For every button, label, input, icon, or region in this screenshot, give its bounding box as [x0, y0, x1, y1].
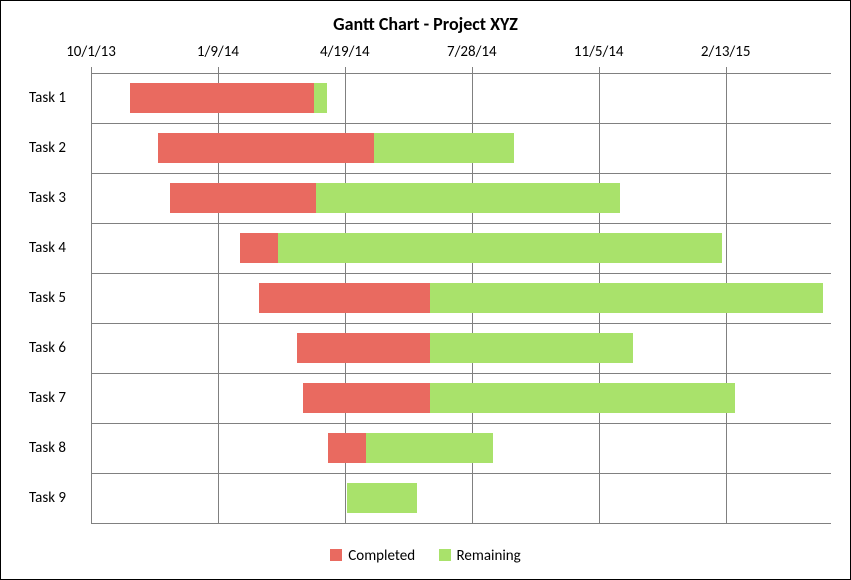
- bar-completed: [303, 383, 430, 413]
- legend-item-remaining: Remaining: [439, 547, 521, 565]
- bar-completed: [170, 183, 316, 213]
- x-axis-label: 2/13/15: [701, 43, 751, 61]
- legend: Completed Remaining: [1, 547, 850, 565]
- task-label: Task 8: [29, 439, 66, 457]
- row-line: [91, 473, 831, 474]
- bar-completed: [328, 433, 366, 463]
- legend-label-completed: Completed: [348, 547, 415, 565]
- task-label: Task 7: [29, 389, 66, 407]
- x-axis-label: 10/1/13: [66, 43, 116, 61]
- gridline: [91, 73, 92, 523]
- bar-remaining: [374, 133, 514, 163]
- bar-completed: [297, 333, 430, 363]
- bar-completed: [158, 133, 374, 163]
- row-line: [91, 323, 831, 324]
- row-line: [91, 173, 831, 174]
- bar-completed: [259, 283, 430, 313]
- bar-remaining: [278, 233, 722, 263]
- task-label: Task 4: [29, 239, 66, 257]
- legend-item-completed: Completed: [330, 547, 415, 565]
- bar-completed: [130, 83, 314, 113]
- bar-remaining: [430, 333, 633, 363]
- task-label: Task 5: [29, 289, 66, 307]
- bar-remaining: [430, 283, 823, 313]
- chart-title: Gantt Chart - Project XYZ: [1, 13, 850, 35]
- row-line: [91, 373, 831, 374]
- bar-remaining: [316, 183, 621, 213]
- task-label: Task 3: [29, 189, 66, 207]
- gantt-chart-container: Gantt Chart - Project XYZ 10/1/13 1/9/14 4…: [0, 0, 851, 580]
- task-label: Task 9: [29, 489, 66, 507]
- x-axis-label: 11/5/14: [574, 43, 624, 61]
- x-axis-label: 4/19/14: [320, 43, 370, 61]
- x-axis-label: 1/9/14: [197, 43, 239, 61]
- row-line: [91, 223, 831, 224]
- bar-completed: [240, 233, 278, 263]
- task-label: Task 1: [29, 89, 66, 107]
- row-line: [91, 73, 831, 74]
- legend-label-remaining: Remaining: [457, 547, 521, 565]
- bar-remaining: [366, 433, 493, 463]
- task-label: Task 2: [29, 139, 66, 157]
- row-line: [91, 273, 831, 274]
- plot-area: [91, 73, 831, 523]
- legend-swatch-remaining: [439, 549, 451, 561]
- legend-swatch-completed: [330, 549, 342, 561]
- bar-remaining: [314, 83, 327, 113]
- row-line: [91, 523, 831, 524]
- row-line: [91, 423, 831, 424]
- x-axis-label: 7/28/14: [447, 43, 497, 61]
- bar-remaining: [430, 383, 735, 413]
- task-label: Task 6: [29, 339, 66, 357]
- bar-remaining: [347, 483, 417, 513]
- row-line: [91, 123, 831, 124]
- x-axis: 10/1/13 1/9/14 4/19/14 7/28/14 11/5/14 2/13/1…: [61, 43, 841, 67]
